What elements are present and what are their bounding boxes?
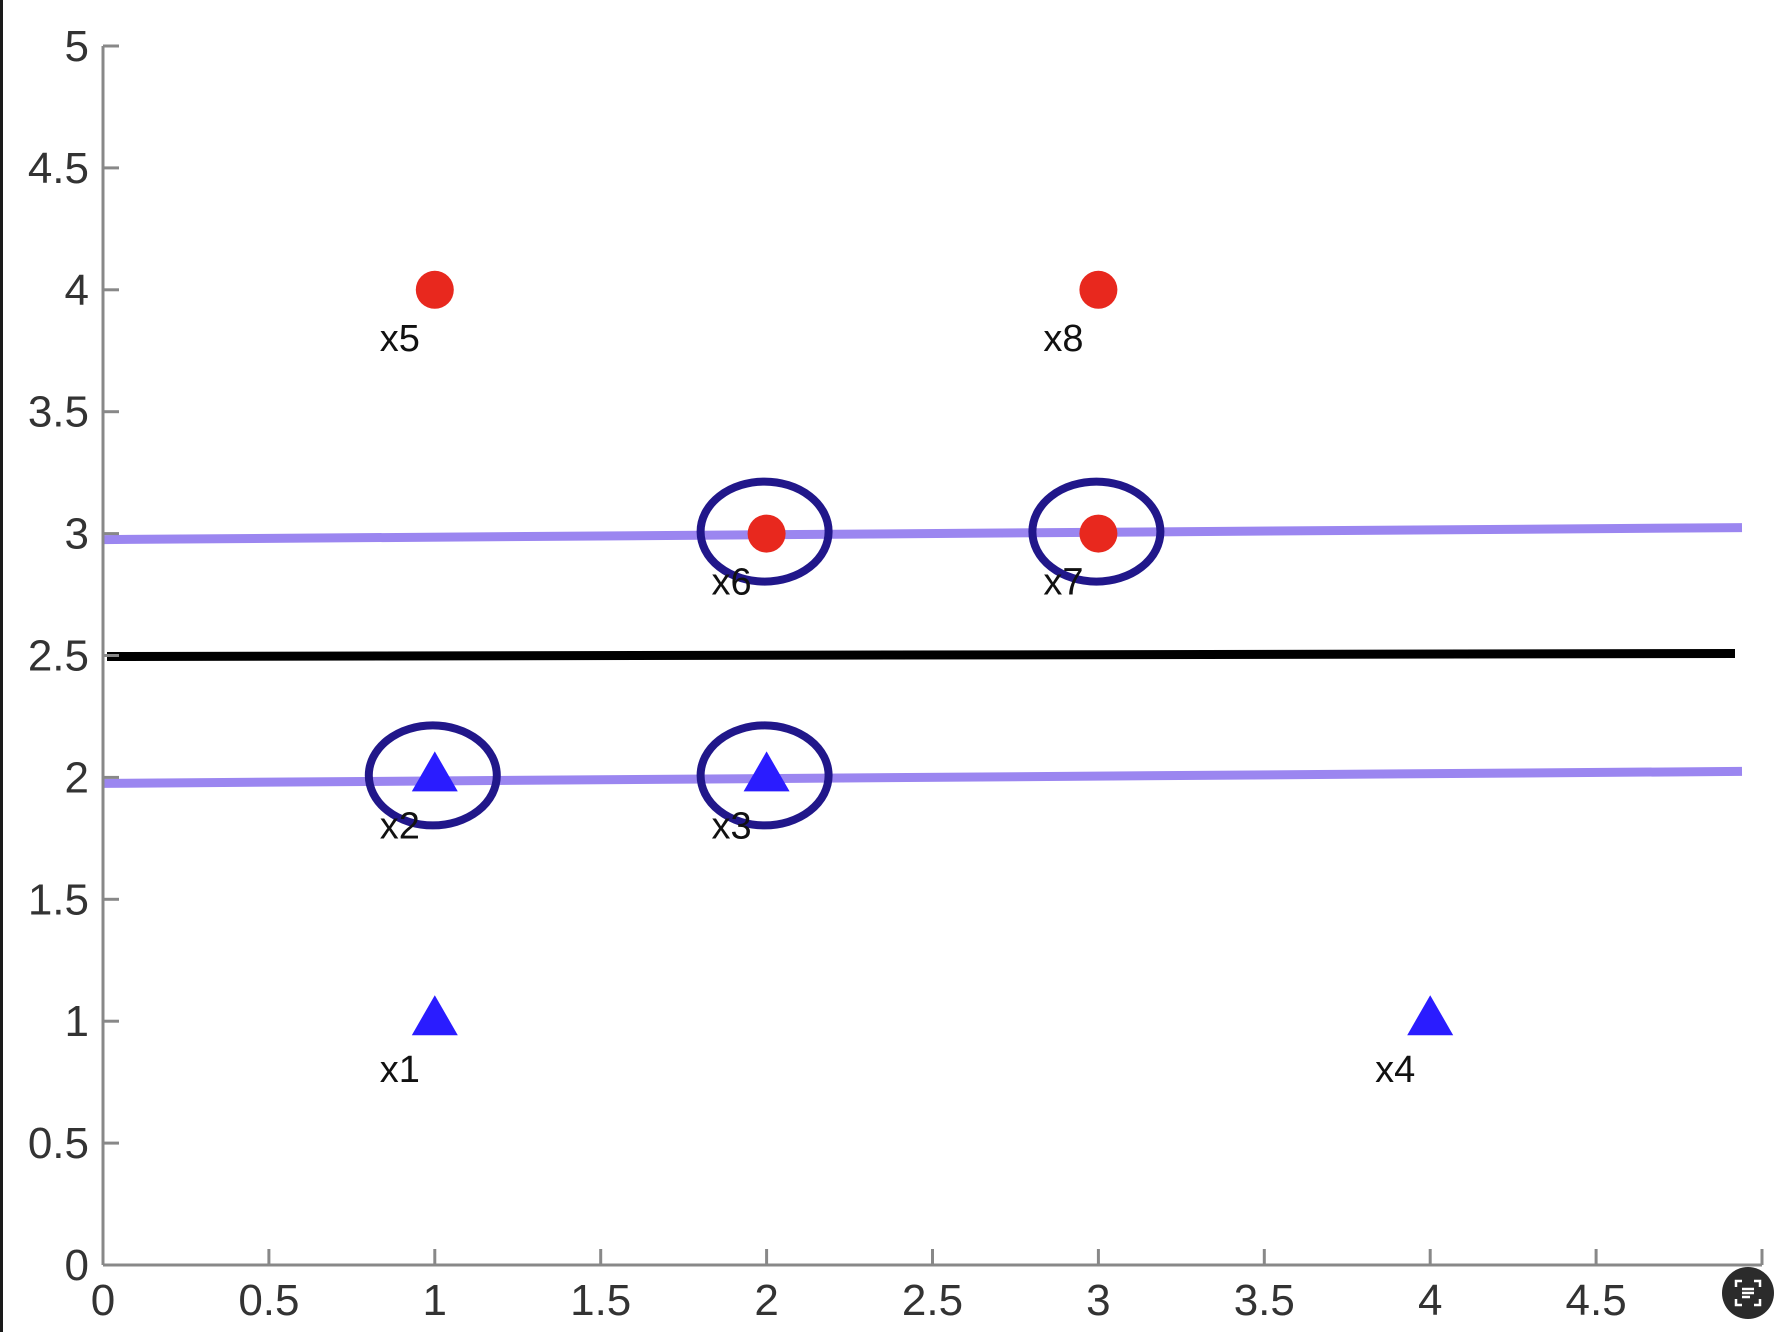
points-layer — [411, 270, 1454, 1036]
x-tick-label: 2.5 — [902, 1276, 963, 1325]
point-x7 — [1079, 514, 1118, 553]
highlight-circle-x7 — [1028, 477, 1165, 586]
y-tick-label: 4.5 — [28, 144, 89, 193]
point-label-x4: x4 — [1375, 1049, 1415, 1091]
y-tick-label: 2 — [65, 753, 89, 802]
x-tick-label: 2 — [754, 1276, 778, 1325]
highlight-circle-x2 — [364, 721, 501, 830]
x-tick-label: 3.5 — [1234, 1276, 1295, 1325]
text-recognition-icon — [1734, 1279, 1762, 1307]
margin-line — [102, 766, 1743, 788]
decision-boundary-line — [106, 649, 1736, 661]
point-x8 — [1079, 270, 1118, 309]
text-recognition-button[interactable] — [1722, 1267, 1774, 1319]
point-x6 — [747, 514, 786, 553]
y-tick-label: 3 — [65, 510, 89, 559]
y-tick-label: 0 — [65, 1241, 89, 1290]
y-tick-label: 1.5 — [28, 875, 89, 924]
point-label-x3: x3 — [712, 805, 752, 847]
y-tick-label: 2.5 — [28, 632, 89, 681]
labels-layer: x1 x2 x3 x4 x5 x6 x7 x8 — [380, 318, 1416, 1091]
highlight-circles-layer — [364, 477, 1165, 830]
margin-line — [102, 523, 1743, 545]
axes-layer: 0 0.5 1 1.5 2 2.5 3 3.5 4 4.5 0 0.5 1 1.5 2 2.5 3 3.5 4 4.5… — [28, 22, 1764, 1325]
x-tick-label: 0.5 — [238, 1276, 299, 1325]
point-label-x8: x8 — [1043, 318, 1083, 360]
y-tick-label: 1 — [65, 997, 89, 1046]
highlight-circle-x6 — [696, 477, 833, 586]
point-label-x2: x2 — [380, 805, 420, 847]
point-x3 — [743, 751, 790, 792]
y-tick-label: 0.5 — [28, 1119, 89, 1168]
x-tick-label: 4 — [1418, 1276, 1442, 1325]
point-label-x1: x1 — [380, 1049, 420, 1091]
x-tick-label: 3 — [1086, 1276, 1110, 1325]
highlight-circle-x3 — [696, 721, 833, 830]
x-tick-label: 0 — [91, 1276, 115, 1325]
point-x4 — [1407, 995, 1454, 1036]
y-tick-label: 3.5 — [28, 388, 89, 437]
point-x1 — [411, 995, 458, 1036]
left-border — [0, 0, 3, 1332]
point-x5 — [415, 270, 454, 309]
point-label-x6: x6 — [712, 562, 752, 604]
y-tick-label: 4 — [65, 266, 89, 315]
point-x2 — [411, 751, 458, 792]
x-tick-label: 4.5 — [1566, 1276, 1627, 1325]
x-tick-label: 1.5 — [570, 1276, 631, 1325]
lines-layer — [102, 523, 1743, 788]
y-tick-label: 5 — [65, 22, 89, 71]
x-tick-label: 1 — [423, 1276, 447, 1325]
point-label-x5: x5 — [380, 318, 420, 360]
point-label-x7: x7 — [1043, 562, 1083, 604]
